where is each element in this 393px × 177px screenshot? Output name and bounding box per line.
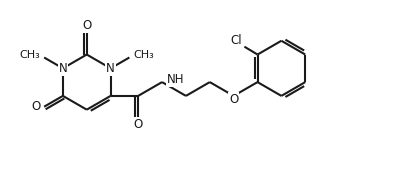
- Text: CH₃: CH₃: [133, 50, 154, 59]
- Text: O: O: [134, 118, 143, 131]
- Text: NH: NH: [167, 73, 184, 86]
- Text: O: O: [31, 100, 41, 113]
- Text: Cl: Cl: [231, 34, 242, 47]
- Text: O: O: [229, 93, 238, 106]
- Text: N: N: [106, 62, 115, 75]
- Text: O: O: [82, 19, 92, 33]
- Text: CH₃: CH₃: [19, 50, 40, 59]
- Text: N: N: [59, 62, 67, 75]
